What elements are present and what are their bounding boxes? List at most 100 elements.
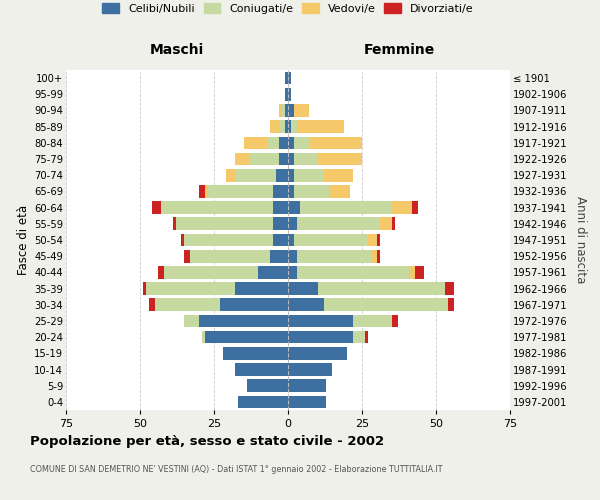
Bar — [149, 298, 155, 311]
Legend: Celibi/Nubili, Coniugati/e, Vedovi/e, Divorziati/e: Celibi/Nubili, Coniugati/e, Vedovi/e, Di… — [100, 1, 476, 16]
Bar — [365, 331, 368, 344]
Bar — [294, 152, 317, 166]
Bar — [270, 250, 288, 262]
Y-axis label: Anni di nascita: Anni di nascita — [574, 196, 587, 284]
Text: Maschi: Maschi — [150, 43, 204, 57]
Bar — [202, 331, 205, 344]
Bar — [380, 218, 392, 230]
Bar — [208, 185, 273, 198]
Bar — [184, 250, 190, 262]
Bar — [288, 314, 353, 328]
Bar — [223, 347, 288, 360]
Bar — [238, 396, 288, 408]
Bar — [288, 298, 323, 311]
Bar — [297, 218, 380, 230]
Bar — [273, 202, 288, 214]
Bar — [279, 120, 285, 133]
Bar — [220, 298, 288, 311]
Bar — [181, 234, 184, 246]
Bar — [309, 136, 362, 149]
Bar — [294, 185, 329, 198]
Bar — [288, 380, 326, 392]
Bar — [445, 282, 454, 295]
Bar — [297, 120, 344, 133]
Bar — [146, 282, 235, 295]
Bar — [294, 136, 309, 149]
Bar — [250, 152, 279, 166]
Bar — [288, 347, 347, 360]
Bar — [392, 218, 395, 230]
Bar — [184, 234, 273, 246]
Bar — [288, 185, 294, 198]
Bar — [176, 218, 273, 230]
Bar — [392, 202, 412, 214]
Bar — [288, 136, 294, 149]
Bar — [353, 331, 365, 344]
Bar — [267, 136, 279, 149]
Bar — [279, 104, 282, 117]
Bar — [173, 218, 176, 230]
Bar — [412, 202, 418, 214]
Bar — [282, 104, 285, 117]
Bar — [288, 169, 294, 181]
Bar — [415, 266, 424, 278]
Bar — [448, 298, 454, 311]
Bar — [205, 331, 288, 344]
Bar — [285, 120, 288, 133]
Bar — [300, 202, 392, 214]
Bar — [329, 185, 350, 198]
Bar — [291, 120, 297, 133]
Bar — [288, 120, 291, 133]
Bar — [279, 152, 288, 166]
Bar — [294, 234, 368, 246]
Bar — [288, 331, 353, 344]
Bar — [235, 169, 276, 181]
Bar — [285, 72, 288, 85]
Bar — [294, 104, 309, 117]
Bar — [288, 218, 297, 230]
Bar — [288, 104, 294, 117]
Bar — [297, 250, 371, 262]
Bar — [244, 136, 267, 149]
Text: COMUNE DI SAN DEMETRIO NE' VESTINI (AQ) - Dati ISTAT 1° gennaio 2002 - Elaborazi: COMUNE DI SAN DEMETRIO NE' VESTINI (AQ) … — [30, 465, 443, 474]
Bar — [371, 250, 377, 262]
Text: Femmine: Femmine — [364, 43, 434, 57]
Bar — [288, 88, 291, 101]
Bar — [270, 120, 279, 133]
Bar — [323, 169, 353, 181]
Bar — [190, 250, 270, 262]
Bar — [158, 266, 164, 278]
Bar — [184, 314, 199, 328]
Bar — [288, 152, 294, 166]
Bar — [288, 250, 297, 262]
Bar — [273, 185, 288, 198]
Bar — [152, 202, 161, 214]
Bar — [288, 363, 332, 376]
Bar — [288, 202, 300, 214]
Bar — [273, 234, 288, 246]
Bar — [276, 169, 288, 181]
Bar — [285, 88, 288, 101]
Bar — [353, 314, 392, 328]
Bar — [226, 169, 235, 181]
Y-axis label: Fasce di età: Fasce di età — [17, 205, 30, 275]
Bar — [288, 396, 326, 408]
Bar — [235, 282, 288, 295]
Bar — [323, 298, 448, 311]
Bar — [155, 298, 220, 311]
Bar — [259, 266, 288, 278]
Bar — [143, 282, 146, 295]
Bar — [199, 314, 288, 328]
Text: Popolazione per età, sesso e stato civile - 2002: Popolazione per età, sesso e stato civil… — [30, 435, 384, 448]
Bar — [235, 152, 250, 166]
Bar — [317, 282, 445, 295]
Bar — [288, 234, 294, 246]
Bar — [288, 266, 297, 278]
Bar — [285, 104, 288, 117]
Bar — [377, 250, 380, 262]
Bar — [279, 136, 288, 149]
Bar — [377, 234, 380, 246]
Bar — [205, 185, 208, 198]
Bar — [247, 380, 288, 392]
Bar — [161, 202, 273, 214]
